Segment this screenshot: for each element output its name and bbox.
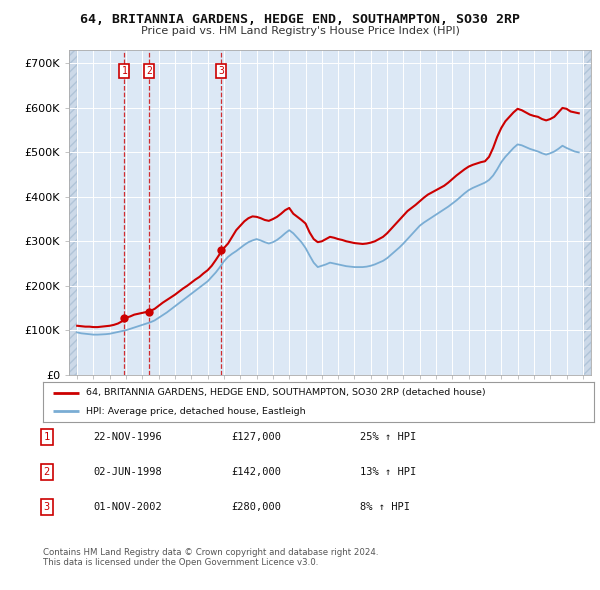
- Text: 64, BRITANNIA GARDENS, HEDGE END, SOUTHAMPTON, SO30 2RP: 64, BRITANNIA GARDENS, HEDGE END, SOUTHA…: [80, 13, 520, 26]
- Text: Contains HM Land Registry data © Crown copyright and database right 2024.
This d: Contains HM Land Registry data © Crown c…: [43, 548, 379, 567]
- Text: 13% ↑ HPI: 13% ↑ HPI: [360, 467, 416, 477]
- Text: 3: 3: [44, 503, 50, 512]
- Text: 1: 1: [121, 66, 127, 76]
- Text: 64, BRITANNIA GARDENS, HEDGE END, SOUTHAMPTON, SO30 2RP (detached house): 64, BRITANNIA GARDENS, HEDGE END, SOUTHA…: [86, 388, 486, 398]
- Text: HPI: Average price, detached house, Eastleigh: HPI: Average price, detached house, East…: [86, 407, 306, 416]
- Text: £127,000: £127,000: [231, 432, 281, 441]
- Text: 22-NOV-1996: 22-NOV-1996: [93, 432, 162, 441]
- Text: 3: 3: [218, 66, 224, 76]
- Text: 01-NOV-2002: 01-NOV-2002: [93, 503, 162, 512]
- Text: Price paid vs. HM Land Registry's House Price Index (HPI): Price paid vs. HM Land Registry's House …: [140, 26, 460, 36]
- Text: 1: 1: [44, 432, 50, 441]
- Text: £142,000: £142,000: [231, 467, 281, 477]
- Text: 25% ↑ HPI: 25% ↑ HPI: [360, 432, 416, 441]
- Text: 8% ↑ HPI: 8% ↑ HPI: [360, 503, 410, 512]
- Text: 2: 2: [44, 467, 50, 477]
- Text: £280,000: £280,000: [231, 503, 281, 512]
- Text: 2: 2: [146, 66, 152, 76]
- Text: 02-JUN-1998: 02-JUN-1998: [93, 467, 162, 477]
